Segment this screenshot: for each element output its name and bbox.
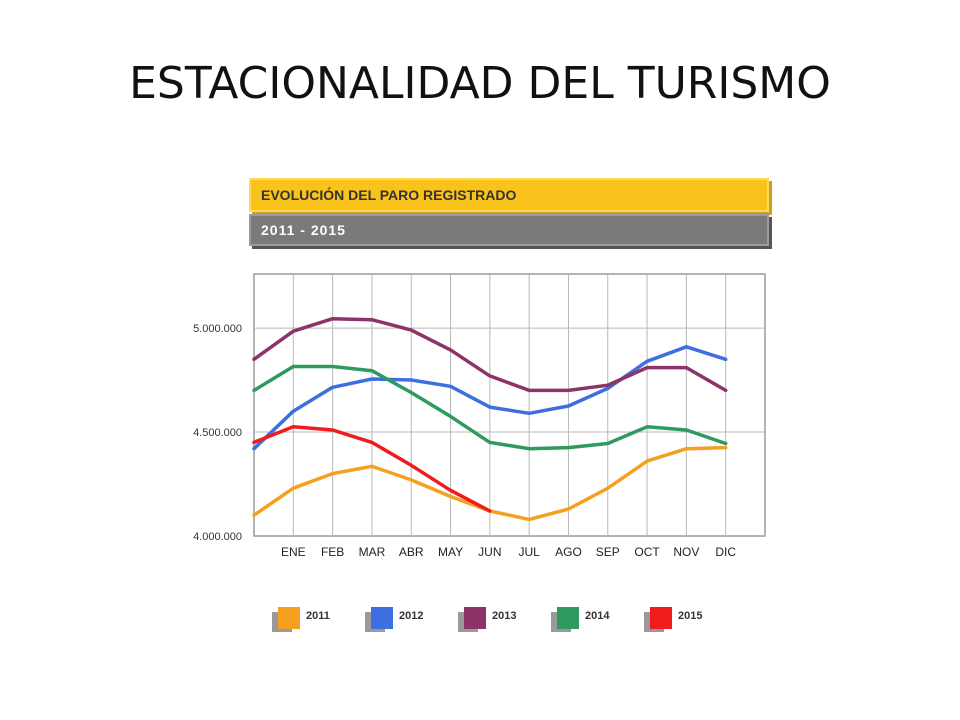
series-line-2013: [252, 316, 728, 393]
x-tick-label: MAR: [359, 545, 386, 559]
legend-label: 2013: [492, 610, 517, 622]
chart-title-banner: EVOLUCIÓN DEL PARO REGISTRADO: [249, 178, 769, 212]
x-tick-label: JUN: [478, 545, 501, 559]
x-tick-label: ABR: [399, 545, 424, 559]
plot-frame: [253, 273, 766, 537]
x-tick-label: JUL: [518, 545, 540, 559]
legend-swatch: [650, 607, 672, 629]
series-line-2014: [252, 364, 728, 451]
legend-label: 2015: [678, 610, 703, 622]
chart-series: [252, 316, 728, 522]
x-tick-label: AGO: [555, 545, 582, 559]
legend-label: 2012: [399, 610, 424, 622]
legend-label: 2014: [585, 610, 610, 622]
chart-axis-labels: 4.000.000 4.500.000 5.000.000 ENE FEB MAR ABR M…: [193, 323, 736, 559]
y-tick-label: 5.000.000: [193, 323, 242, 335]
series-line-2015: [252, 425, 492, 513]
x-tick-label: DIC: [715, 545, 736, 559]
x-tick-label: SEP: [596, 545, 620, 559]
legend-swatch: [278, 607, 300, 629]
y-tick-label: 4.000.000: [193, 531, 242, 543]
y-tick-label: 4.500.000: [193, 427, 242, 439]
chart-subtitle-banner: 2011 - 2015: [249, 214, 769, 246]
x-tick-label: FEB: [321, 545, 344, 559]
legend-label: 2011: [306, 610, 330, 622]
chart-grid: [253, 273, 766, 537]
x-tick-label: MAY: [438, 545, 463, 559]
legend-swatch: [464, 607, 486, 629]
legend-swatch: [371, 607, 393, 629]
slide-title: ESTACIONALIDAD DEL TURISMO: [129, 58, 831, 109]
x-tick-label: ENE: [281, 545, 306, 559]
legend-swatch: [557, 607, 579, 629]
x-tick-label: OCT: [634, 545, 660, 559]
series-line-2012: [252, 345, 728, 451]
chart-legend: 2011 2012 2013 2014 2015: [272, 604, 752, 634]
x-tick-label: NOV: [673, 545, 699, 559]
